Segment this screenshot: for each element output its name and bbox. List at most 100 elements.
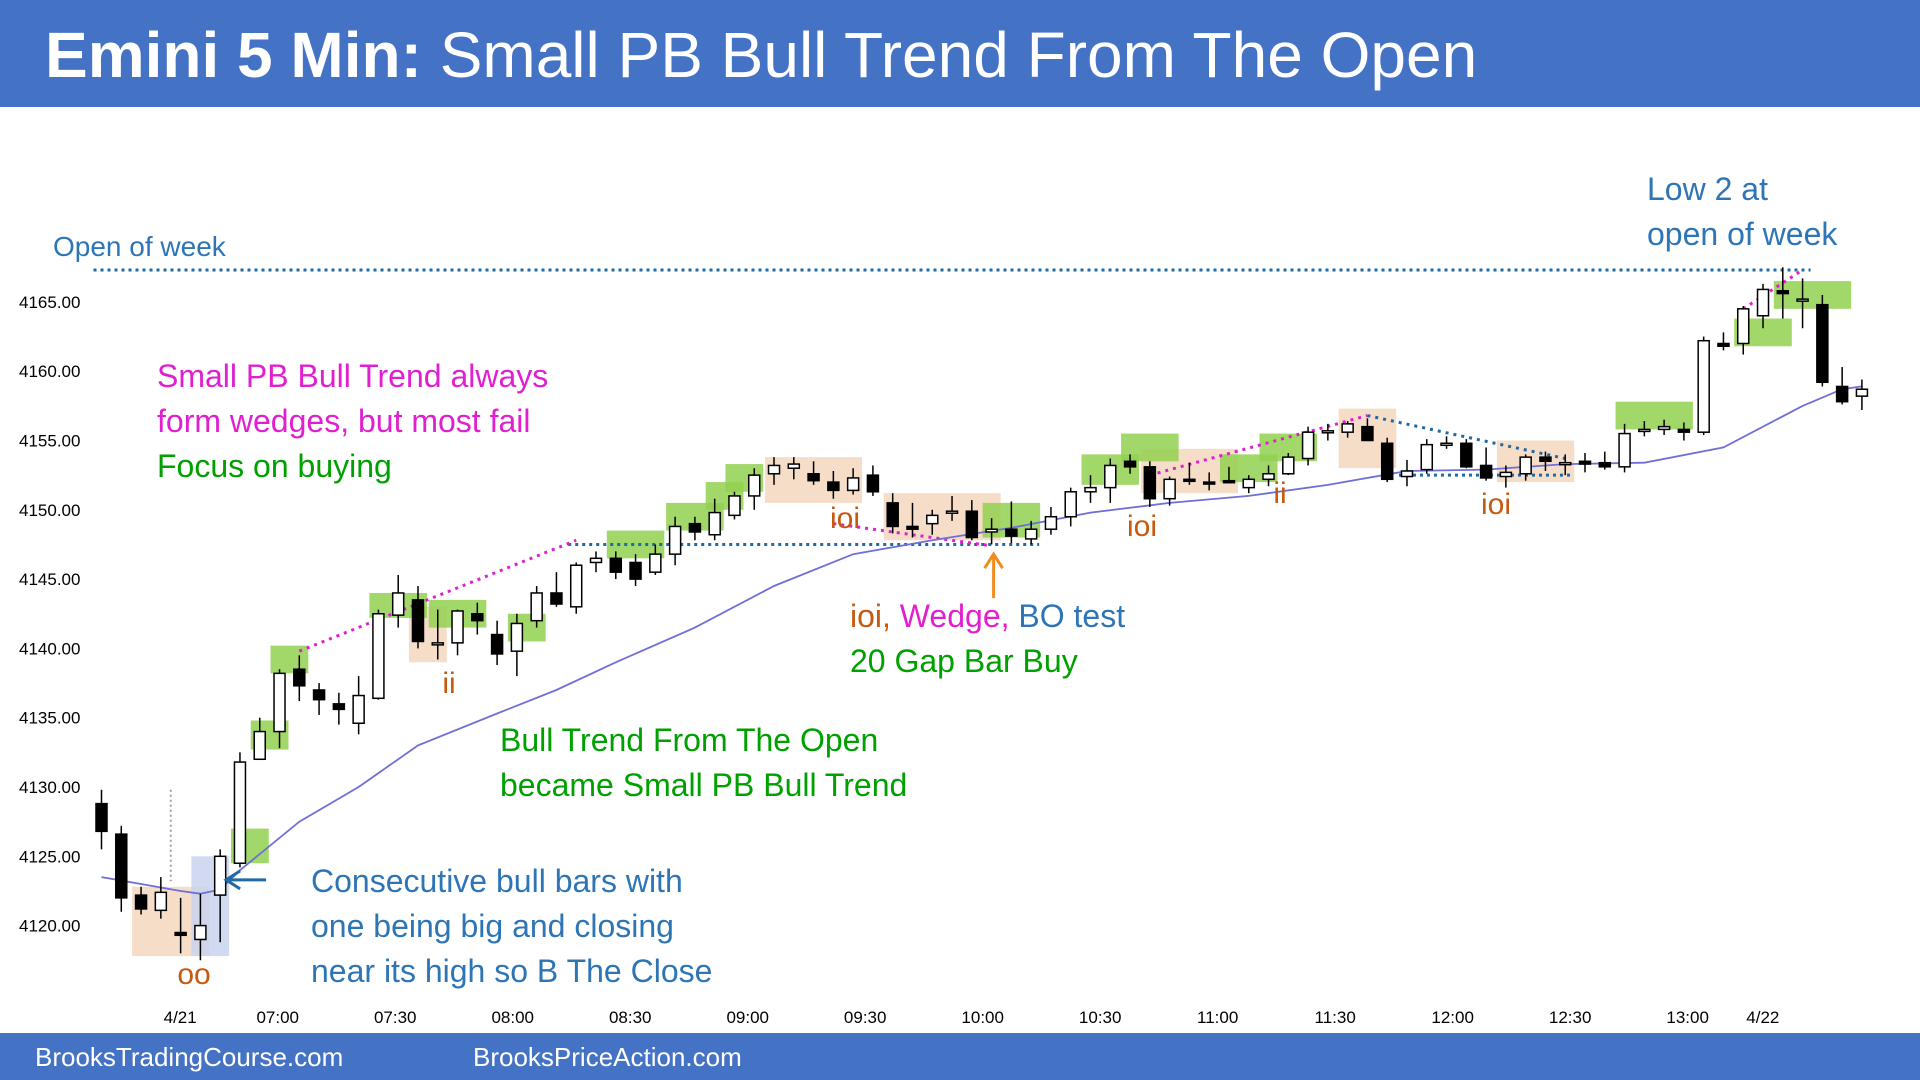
candle-25: [589, 551, 603, 573]
x-tick-label: 07:00: [256, 1008, 299, 1027]
candle-body-74: [1558, 461, 1572, 466]
candle-body-2: [134, 894, 148, 910]
y-tick-label: 4125.00: [19, 847, 80, 866]
candle-body-65: [1380, 442, 1394, 481]
candle-body-38: [846, 477, 860, 492]
candle-body-33: [747, 474, 761, 497]
candle-body-26: [609, 557, 623, 573]
candle-body-84: [1756, 288, 1770, 317]
gap-bar-note-line1: ioi, Wedge, BO test: [850, 594, 1125, 639]
candle-17: [431, 609, 445, 660]
candle-88: [1835, 367, 1849, 405]
candle-7: [233, 752, 247, 868]
candle-89: [1855, 379, 1869, 411]
footer-banner: BrooksTradingCourse.com BrooksPriceActio…: [0, 1033, 1920, 1080]
candle-body-77: [1618, 432, 1631, 468]
candle-body-76: [1598, 461, 1612, 468]
candle-6: [213, 849, 227, 943]
candle-21: [510, 613, 524, 677]
descending-line: [1367, 414, 1566, 460]
candle-0: [95, 789, 108, 850]
y-tick-label: 4140.00: [19, 639, 80, 658]
brooks-trading-course-link[interactable]: BrooksTradingCourse.com: [35, 1042, 344, 1072]
candle-body-81: [1697, 339, 1710, 433]
candle-body-36: [807, 473, 820, 482]
candle-body-21: [510, 622, 524, 652]
candle-body-42: [926, 514, 939, 525]
candle-83: [1736, 306, 1750, 355]
low2-label-line2: open of week: [1647, 216, 1838, 252]
x-tick-label: 4/22: [1746, 1008, 1779, 1027]
candle-9: [273, 669, 286, 749]
candle-body-52: [1123, 460, 1137, 468]
candle-57: [1222, 466, 1236, 484]
y-tick-label: 4120.00: [19, 917, 80, 936]
candle-body-18: [451, 610, 464, 644]
candle-body-69: [1460, 442, 1473, 468]
candle-46: [1005, 501, 1018, 544]
candle-60: [1282, 452, 1295, 476]
candle-1: [115, 825, 128, 912]
candle-body-34: [767, 464, 781, 475]
candle-61: [1301, 426, 1315, 466]
candle-55: [1183, 462, 1196, 485]
candle-body-55: [1183, 478, 1196, 483]
candle-34: [767, 457, 781, 485]
candle-12: [332, 692, 346, 725]
candle-body-45: [985, 528, 998, 533]
candle-body-12: [332, 703, 346, 711]
candle-48: [1044, 507, 1058, 535]
candle-16: [411, 586, 425, 649]
candle-body-40: [886, 502, 899, 528]
candle-body-35: [787, 463, 801, 469]
brooks-price-action-link[interactable]: BrooksPriceAction.com: [473, 1042, 742, 1072]
candle-body-22: [530, 592, 543, 622]
candle-body-15: [391, 592, 405, 616]
candle-body-86: [1796, 298, 1809, 302]
buy-close-arrow-head: [223, 869, 241, 891]
candle-36: [807, 461, 820, 485]
candle-59: [1262, 465, 1275, 487]
candle-body-67: [1420, 443, 1434, 471]
candle-body-71: [1499, 471, 1513, 478]
candle-23: [550, 572, 563, 607]
candle-73: [1539, 451, 1552, 471]
candle-44: [965, 500, 979, 541]
candle-84: [1756, 283, 1770, 329]
candle-body-46: [1005, 528, 1018, 537]
wedge-line-3: [1149, 414, 1368, 477]
open-of-week-label: Open of week: [53, 231, 226, 262]
candle-body-20: [490, 633, 504, 655]
x-tick-label: 07:30: [374, 1008, 417, 1027]
x-tick-label: 11:00: [1197, 1008, 1238, 1027]
candle-body-16: [411, 599, 425, 643]
gap-bar-note-line2: 20 Gap Bar Buy: [850, 643, 1078, 679]
candle-body-43: [945, 510, 959, 514]
y-tick-label: 4130.00: [19, 778, 80, 797]
gap-bar-arrow-head: [983, 551, 1004, 569]
candle-body-31: [708, 511, 721, 536]
candle-body-49: [1064, 491, 1077, 518]
candle-27: [629, 554, 642, 587]
consecutive-note-line2: one being big and closing: [311, 908, 674, 944]
candle-body-85: [1776, 290, 1790, 295]
candle-47: [1024, 520, 1038, 545]
candles: [95, 267, 1869, 961]
candle-37: [827, 470, 840, 499]
candle-32: [728, 491, 741, 520]
candle-body-29: [668, 525, 682, 555]
candle-53: [1143, 461, 1157, 508]
tag-ioi-2: ioi: [1126, 510, 1158, 543]
candle-19: [471, 602, 484, 635]
candle-body-60: [1282, 456, 1295, 475]
candle-body-56: [1202, 481, 1216, 485]
candle-20: [490, 620, 504, 666]
candle-69: [1460, 439, 1473, 469]
reference-lines: [93, 268, 1811, 882]
candle-76: [1598, 451, 1612, 470]
candle-39: [866, 465, 880, 496]
candle-body-80: [1677, 428, 1691, 433]
candle-14: [372, 609, 385, 700]
candle-29: [668, 516, 682, 566]
y-tick-label: 4165.00: [19, 293, 80, 312]
